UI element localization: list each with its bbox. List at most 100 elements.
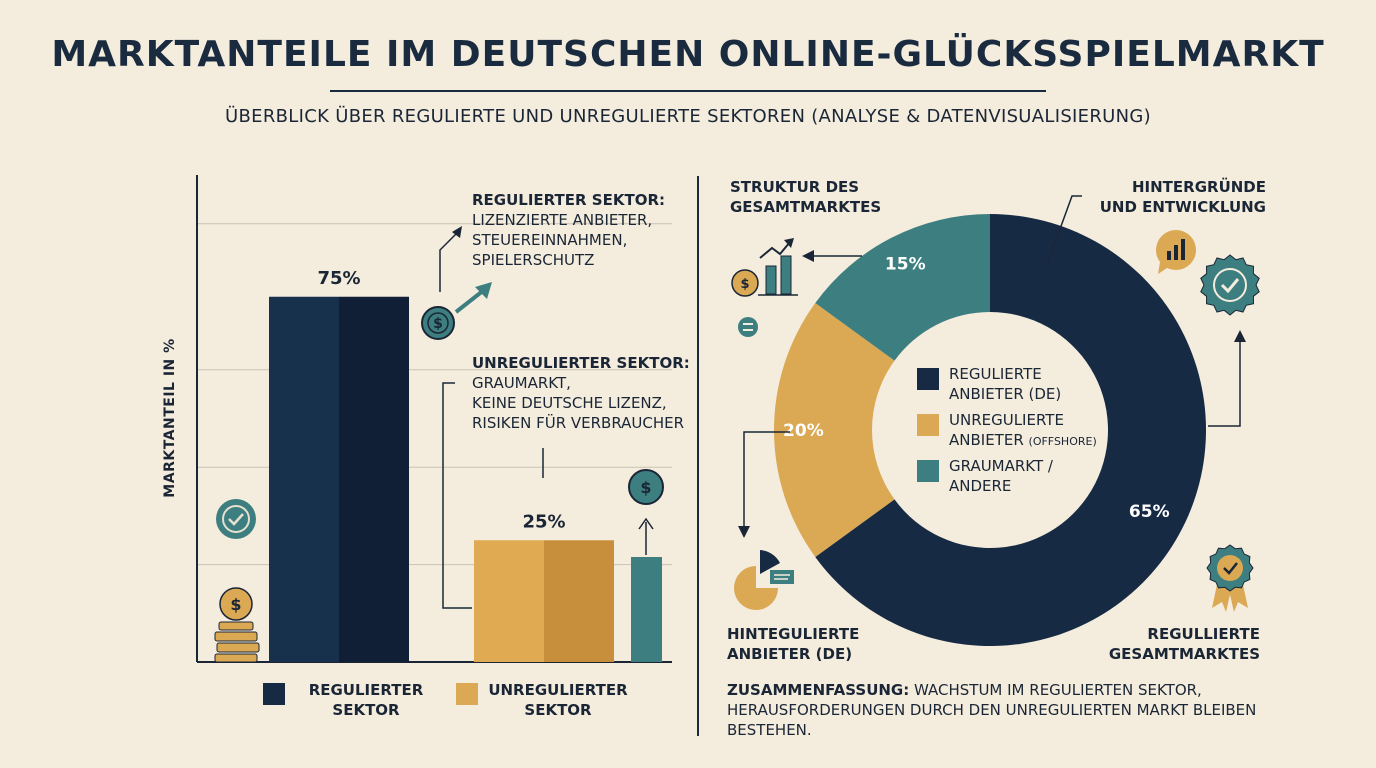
legend-label-line: GRAUMARKT / <box>949 457 1053 475</box>
unregulated-bracket <box>442 382 472 609</box>
label-line: STRUKTUR DES <box>730 178 860 196</box>
legend-label-line: REGULIERTE <box>949 365 1042 383</box>
arrowhead <box>802 250 814 262</box>
left-connector <box>743 431 790 532</box>
donut-value-label: 20% <box>783 421 824 441</box>
legend-label: REGULIERTE ANBIETER (DE) <box>949 364 1061 404</box>
legend-swatch <box>917 460 939 482</box>
donut-slice <box>815 214 1206 646</box>
bar-value-label: 25% <box>522 511 565 532</box>
section-divider <box>697 176 699 736</box>
bar-marks <box>269 296 662 662</box>
bar-value-label: 75% <box>317 268 360 289</box>
donut-value-labels: 65% 20% 15% <box>783 255 1170 522</box>
dollar-coin-icon: $ <box>421 306 455 340</box>
equals-icon <box>738 317 758 337</box>
summary-line: HERAUSFORDERUNGEN DURCH DEN UNREGULIERTE… <box>727 701 1257 719</box>
label-structure: STRUKTUR DES GESAMTMARKTES <box>730 177 881 217</box>
donut-legend-item: GRAUMARKT / ANDERE <box>917 456 1137 498</box>
legend-label: UNREGULIERTE ANBIETER (OFFSHORE) <box>949 410 1097 452</box>
svg-text:$: $ <box>640 478 651 497</box>
connector-lines <box>442 382 544 609</box>
svg-text:$: $ <box>433 316 443 332</box>
regulated-note-line: STEUEREINNAHMEN, <box>472 231 628 249</box>
donut-legend: REGULIERTE ANBIETER (DE) UNREGULIERTE AN… <box>917 364 1137 498</box>
page-subtitle: ÜBERBLICK ÜBER REGULIERTE UND UNREGULIER… <box>225 106 1151 127</box>
unregulated-note-line: KEINE DEUTSCHE LIZENZ, <box>472 394 667 412</box>
legend-label: SEKTOR <box>332 701 400 719</box>
coin-stack-icon: $ <box>214 587 260 663</box>
bar-shade <box>339 296 409 662</box>
donut-slice <box>774 303 895 557</box>
bar-chart: 75% 25% $ $ $ <box>196 175 672 663</box>
award-ribbon-icon <box>1206 544 1254 612</box>
legend-swatch <box>917 368 939 390</box>
legend-swatch-regulated <box>263 683 285 705</box>
legend-label-line: ANBIETER <box>949 431 1024 449</box>
legend-label-small: (OFFSHORE) <box>1028 435 1097 448</box>
arrowhead <box>738 526 750 538</box>
unregulated-note-line: GRAUMARKT, <box>472 374 571 392</box>
regulated-note-line: LIZENZIERTE ANBIETER, <box>472 211 653 229</box>
regulated-note: REGULIERTER SEKTOR: LIZENZIERTE ANBIETER… <box>472 190 692 270</box>
donut-value-label: 15% <box>885 255 926 275</box>
page-title: MARKTANTEILE IM DEUTSCHEN ONLINE-GLÜCKSS… <box>51 34 1325 75</box>
donut-slice <box>815 214 990 361</box>
summary: ZUSAMMENFASSUNG: WACHSTUM IM REGULIERTEN… <box>727 680 1287 740</box>
arrowhead <box>1234 330 1246 342</box>
svg-text:$: $ <box>740 277 749 292</box>
label-reglierte: REGULLIERTE GESAMTMARKTES <box>1080 624 1260 664</box>
legend-swatch-unregulated <box>456 683 478 705</box>
label-line: HINTEGULIERTE <box>727 625 860 643</box>
check-badge-icon <box>1200 254 1260 316</box>
legend-label-line: ANDERE <box>949 477 1012 495</box>
summary-line: BESTEHEN. <box>727 721 812 739</box>
label-hintegulierte: HINTEGULIERTE ANBIETER (DE) <box>727 624 859 664</box>
unregulated-note-heading: UNREGULIERTER SEKTOR: <box>472 354 690 372</box>
bar-chart-bubble-icon <box>1156 230 1196 274</box>
legend-item-regulated: REGULIERTER SEKTOR <box>286 680 446 720</box>
label-line: ANBIETER (DE) <box>727 645 853 663</box>
label-line: REGULLIERTE <box>1147 625 1260 643</box>
legend-label: REGULIERTER <box>308 681 424 699</box>
summary-heading: ZUSAMMENFASSUNG: <box>727 681 910 699</box>
accent-bar <box>631 557 662 662</box>
summary-line: WACHSTUM IM REGULIERTEN SEKTOR, <box>909 681 1202 699</box>
donut-slices <box>774 214 1206 646</box>
legend-item-unregulated: UNREGULIERTER SEKTOR <box>478 680 638 720</box>
regulated-note-line: SPIELERSCHUTZ <box>472 251 595 269</box>
title-underline <box>330 90 1046 92</box>
svg-text:$: $ <box>230 595 241 614</box>
bar <box>269 296 339 662</box>
donut-legend-item: UNREGULIERTE ANBIETER (OFFSHORE) <box>917 410 1137 456</box>
donut-value-label: 65% <box>1129 502 1170 522</box>
up-arrow-icon <box>638 517 654 555</box>
label-line: UND ENTWICKLUNG <box>1099 198 1266 216</box>
bar-shade <box>544 540 614 662</box>
label-line: GESAMTMARKTES <box>730 198 882 216</box>
label-background: HINTERGRÜNDE UND ENTWICKLUNG <box>1086 177 1266 217</box>
bar-value-labels: 75% 25% <box>317 268 565 533</box>
label-line: HINTERGRÜNDE <box>1131 178 1266 196</box>
pie-chart-icon <box>734 550 794 610</box>
top-right-connector <box>1047 195 1082 263</box>
dollar-coin-icon: $ <box>731 269 759 297</box>
legend-label: GRAUMARKT / ANDERE <box>949 456 1053 496</box>
connector-lines <box>743 195 1241 532</box>
legend-label: UNREGULIERTER <box>488 681 628 699</box>
legend-label-line: UNREGULIERTE <box>949 411 1064 429</box>
bar <box>474 540 544 662</box>
legend-label-line: ANBIETER (DE) <box>949 385 1062 403</box>
unregulated-note-line: RISIKEN FÜR VERBRAUCHER <box>472 414 685 432</box>
legend-label: SEKTOR <box>524 701 592 719</box>
right-connector <box>1208 336 1241 427</box>
growth-chart-icon <box>758 238 798 296</box>
legend-swatch <box>917 414 939 436</box>
dollar-coin-icon: $ <box>628 469 664 505</box>
trend-arrow-icon <box>439 226 492 314</box>
regulated-note-heading: REGULIERTER SEKTOR: <box>472 191 666 209</box>
label-line: GESAMTMARKTES <box>1108 645 1260 663</box>
check-badge-icon <box>216 499 256 539</box>
donut-legend-item: REGULIERTE ANBIETER (DE) <box>917 364 1137 406</box>
